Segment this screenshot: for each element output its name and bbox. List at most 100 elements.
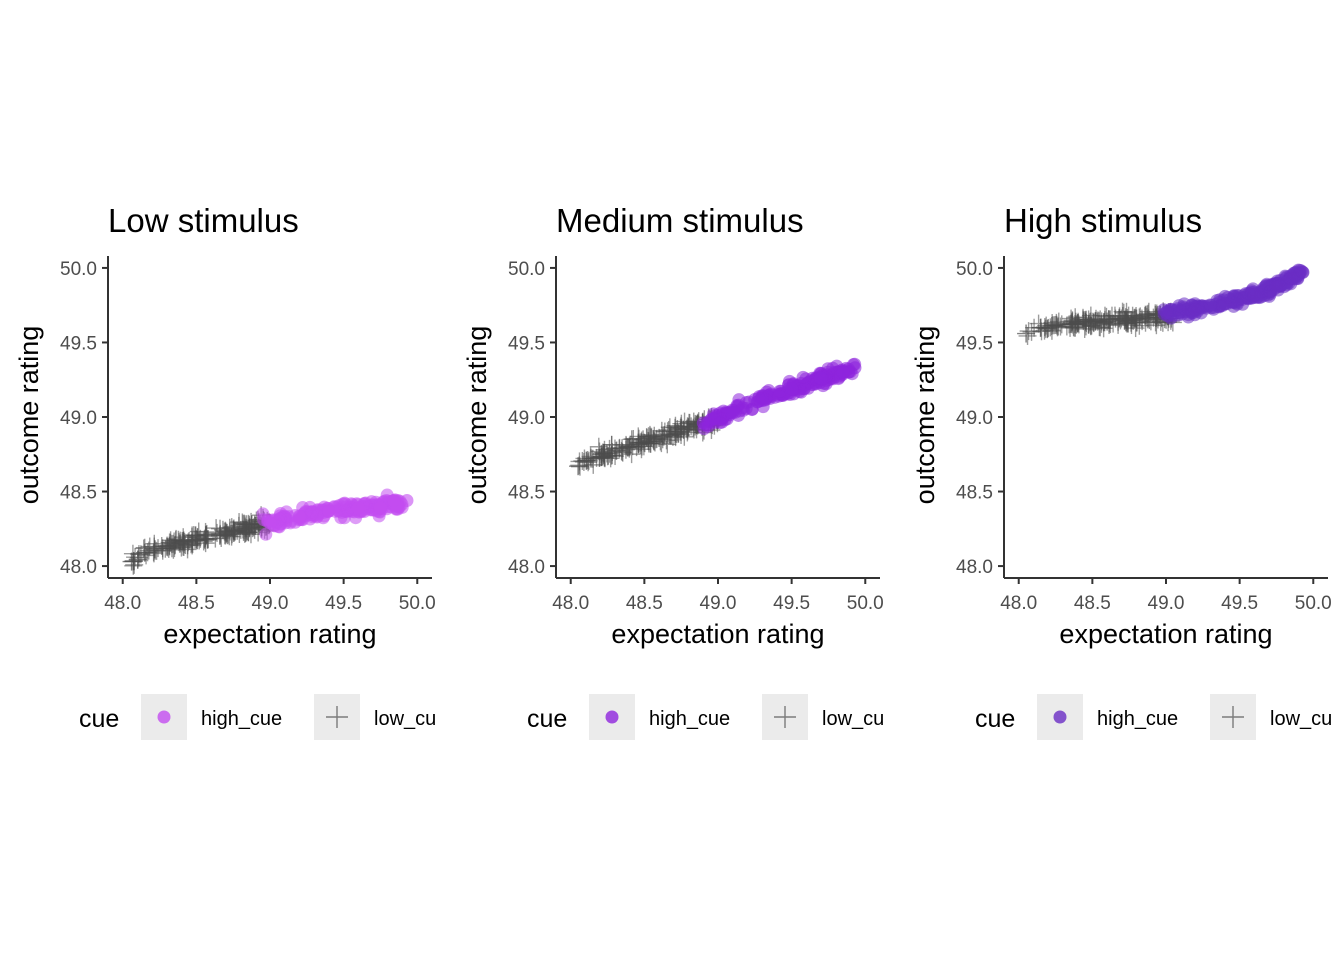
legend-symbol-circle: [605, 710, 619, 724]
data-point-high_cue: [1218, 297, 1232, 311]
data-point-low_cu: [1100, 314, 1119, 333]
series-low_cu: [122, 506, 279, 575]
data-point-low_cu: [595, 448, 614, 467]
data-point-low_cu: [645, 432, 664, 451]
data-point-low_cu: [679, 418, 698, 437]
data-point-high_cue: [310, 508, 324, 522]
data-point-low_cu: [157, 537, 176, 556]
data-point-low_cu: [149, 539, 168, 558]
y-tick-label: 49.0: [60, 408, 97, 429]
legend-title: cue: [79, 705, 119, 733]
data-point-low_cu: [196, 527, 215, 546]
panel-3: High stimulus 48.0 48.5 49.0 49.5 50.0 48.0 48.…: [910, 202, 1332, 740]
data-point-high_cue: [263, 516, 277, 530]
data-point-low_cu: [174, 532, 193, 551]
data-point-low_cu: [1031, 318, 1050, 337]
panel-title: High stimulus: [1004, 202, 1202, 239]
data-point-low_cu: [620, 437, 639, 456]
data-point-low_cu: [610, 439, 629, 458]
data-point-low_cu: [242, 515, 261, 534]
data-point-low_cu: [665, 422, 684, 441]
data-point-low_cu: [225, 522, 244, 541]
panel-2: Medium stimulus 48.0 48.5 49.0 49.5 50.0 48.0 4…: [462, 202, 884, 740]
y-tick-label: 48.5: [956, 483, 993, 504]
legend-label: low_cu: [1270, 708, 1332, 730]
data-point-low_cu: [135, 543, 154, 562]
data-point-low_cu: [125, 555, 144, 574]
y-axis-title: outcome rating: [462, 326, 492, 505]
data-point-low_cu: [246, 516, 265, 535]
data-point-low_cu: [1115, 312, 1134, 331]
data-point-low_cu: [1117, 310, 1136, 329]
data-point-low_cu: [216, 522, 235, 541]
x-tick-label: 49.5: [1221, 593, 1258, 614]
data-point-low_cu: [1018, 326, 1037, 345]
legend-label: low_cu: [822, 708, 884, 730]
legend-symbol-cross: [1222, 706, 1244, 728]
data-point-low_cu: [1101, 310, 1120, 329]
data-point-low_cu: [153, 541, 172, 560]
y-axis-title: outcome rating: [910, 326, 940, 505]
data-point-low_cu: [1047, 313, 1066, 332]
y-tick-label: 48.0: [956, 557, 993, 578]
legend-title: cue: [975, 705, 1015, 733]
data-point-low_cu: [589, 437, 608, 456]
x-tick-label: 49.0: [252, 593, 289, 614]
data-point-high_cue: [338, 497, 352, 511]
data-point-low_cu: [122, 552, 141, 571]
data-point-high_cue: [400, 493, 414, 507]
legend-symbol-cross: [774, 706, 796, 728]
legend: cue high_cue low_cu: [975, 694, 1332, 740]
data-point-high_cue: [322, 504, 336, 518]
data-point-low_cu: [1136, 305, 1155, 324]
data-point-high_cue: [726, 406, 740, 420]
data-point-high_cue: [814, 371, 828, 385]
data-point-low_cu: [176, 536, 195, 555]
y-axis-title: outcome rating: [14, 326, 44, 505]
data-point-high_cue: [387, 493, 401, 507]
x-tick-label: 49.5: [325, 593, 362, 614]
panel-1: Low stimulus 48.0 48.5 49.0 49.5 50.0 48.0 48.5…: [14, 202, 436, 740]
panel-title: Low stimulus: [108, 202, 299, 239]
x-tick-label: 48.0: [552, 593, 589, 614]
data-point-high_cue: [848, 361, 862, 375]
data-point-high_cue: [1284, 271, 1298, 285]
data-point-high_cue: [707, 412, 721, 426]
x-tick-label: 49.0: [700, 593, 737, 614]
data-point-low_cu: [188, 531, 207, 550]
legend-label: high_cue: [1097, 708, 1178, 730]
y-tick-label: 50.0: [956, 259, 993, 280]
panel-title: Medium stimulus: [556, 202, 804, 239]
data-point-low_cu: [655, 426, 674, 445]
data-point-high_cue: [373, 501, 387, 515]
data-point-high_cue: [1172, 299, 1186, 313]
y-tick-label: 49.5: [956, 333, 993, 354]
x-tick-label: 50.0: [1295, 593, 1332, 614]
y-tick-label: 48.5: [60, 483, 97, 504]
y-tick-label: 48.0: [60, 557, 97, 578]
y-tick-label: 48.5: [508, 483, 545, 504]
x-axis-title: expectation rating: [1059, 619, 1272, 649]
data-point-high_cue: [785, 382, 799, 396]
data-point-high_cue: [1188, 303, 1202, 317]
data-point-high_cue: [696, 416, 710, 430]
data-point-low_cu: [1114, 303, 1133, 322]
series-high_cue: [1157, 263, 1310, 325]
legend-title: cue: [527, 705, 567, 733]
data-point-low_cu: [187, 530, 206, 549]
data-point-low_cu: [145, 540, 164, 559]
data-point-low_cu: [1098, 312, 1117, 331]
data-point-low_cu: [629, 427, 648, 446]
data-point-low_cu: [650, 428, 669, 447]
data-point-low_cu: [569, 457, 588, 476]
data-point-high_cue: [755, 394, 769, 408]
data-point-low_cu: [220, 518, 239, 537]
data-point-high_cue: [292, 510, 306, 524]
x-tick-label: 49.0: [1148, 593, 1185, 614]
x-tick-label: 50.0: [399, 593, 436, 614]
data-point-low_cu: [1051, 317, 1070, 336]
data-point-low_cu: [583, 449, 602, 468]
legend-symbol-circle: [1053, 710, 1067, 724]
y-tick-label: 50.0: [60, 259, 97, 280]
